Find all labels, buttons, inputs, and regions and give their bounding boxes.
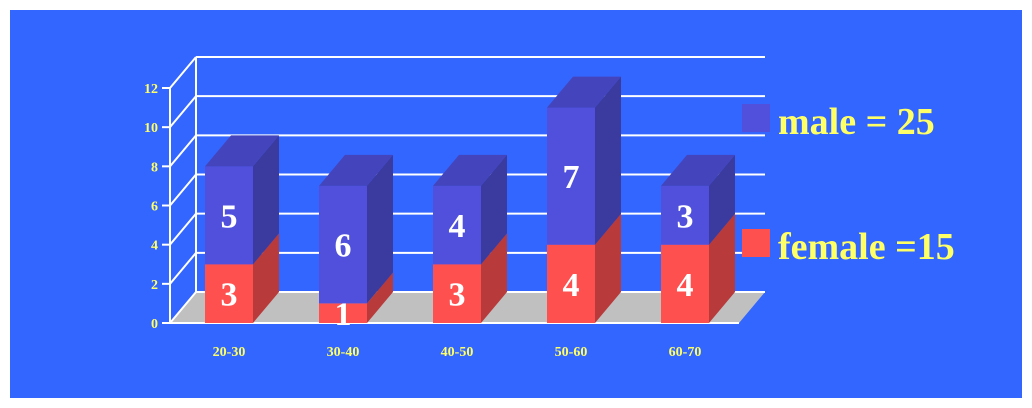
bar-top-male [661, 154, 735, 186]
gridline-side [169, 252, 197, 285]
bar-top-male [433, 154, 507, 186]
bar-female [205, 264, 253, 323]
x-tick-label: 60-70 [669, 345, 702, 360]
bar-top-male [205, 135, 279, 167]
y-tick-label: 12 [144, 82, 158, 97]
y-tick-label: 8 [151, 160, 158, 175]
data-label-male: 6 [335, 228, 352, 265]
gridline-side [169, 173, 197, 207]
data-label-male: 5 [221, 198, 238, 235]
bar-side-female [481, 233, 507, 323]
data-label-female: 3 [221, 277, 238, 314]
y-tick-label: 10 [144, 121, 158, 136]
x-tick-label: 30-40 [327, 345, 360, 360]
bar-female [547, 244, 595, 323]
data-label-female: 3 [449, 277, 466, 314]
data-label-male: 3 [677, 198, 694, 235]
bar-top-male [547, 76, 621, 108]
bar-male [547, 107, 595, 245]
data-label-male: 7 [563, 159, 580, 196]
bar-side-male [481, 154, 507, 265]
gridline-side [169, 134, 197, 167]
legend-swatch-0 [742, 104, 770, 132]
data-label-female: 1 [335, 296, 352, 333]
gridline-side [169, 95, 197, 128]
bar-female [319, 303, 367, 323]
data-label-female: 4 [677, 267, 694, 304]
x-tick-label: 20-30 [213, 345, 246, 360]
bar-top-male [319, 154, 393, 186]
bar-male [205, 166, 253, 265]
y-tick-label: 0 [151, 317, 158, 332]
x-tick-label: 50-60 [555, 345, 588, 360]
gridline-side [169, 291, 197, 324]
bar-side-male [253, 135, 279, 265]
data-label-female: 4 [563, 267, 580, 304]
bar-female [661, 244, 709, 323]
bar-side-female [709, 213, 735, 323]
y-tick-label: 4 [151, 239, 158, 254]
y-tick-label: 2 [151, 278, 158, 293]
bar-male [433, 185, 481, 265]
bar-female [433, 264, 481, 323]
bar-side-male [709, 154, 735, 245]
legend-swatch-1 [742, 229, 770, 257]
legend-label-1: female =15 [778, 226, 955, 268]
bar-side-male [595, 76, 621, 245]
bar-side-female [367, 272, 393, 323]
chart-slide: 0 2 4 6 8 10 12 3 5 20-30 1 6 30-40 3 4 40-50 4 7 50-60 4 3 6… [10, 10, 1022, 398]
bar-male [319, 185, 367, 304]
data-label-male: 4 [449, 208, 466, 245]
y-tick-label: 6 [151, 200, 158, 215]
stacked-bar-chart: 0 2 4 6 8 10 12 3 5 20-30 1 6 30-40 3 4 40-50 4 7 50-60 4 3 6… [144, 56, 955, 360]
gridline-side [169, 213, 197, 246]
bar-male [661, 185, 709, 245]
bar-side-male [367, 154, 393, 304]
x-tick-label: 40-50 [441, 345, 474, 360]
bar-side-female [595, 213, 621, 323]
gridline-side [169, 56, 197, 89]
legend-label-0: male = 25 [778, 101, 935, 143]
bar-side-female [253, 233, 279, 323]
